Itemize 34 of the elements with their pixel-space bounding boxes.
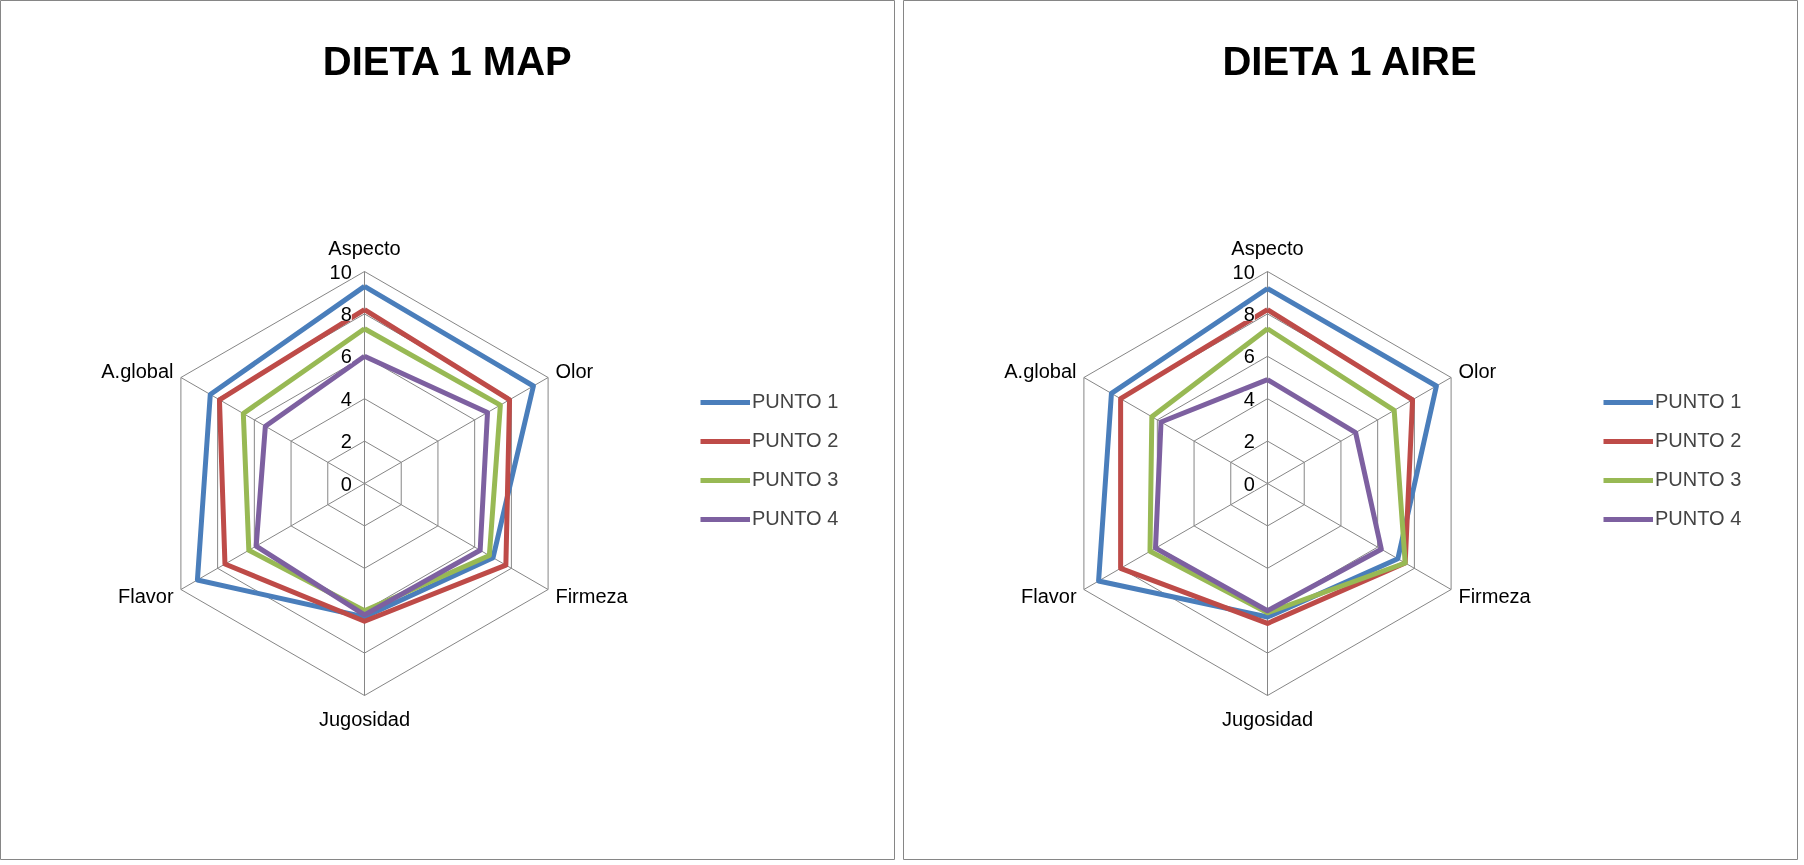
spoke-label: Aspecto — [1231, 236, 1304, 259]
y-tick-label: 0 — [340, 472, 352, 495]
y-tick-label: 4 — [1243, 387, 1255, 410]
y-tick-label: 6 — [1243, 345, 1255, 368]
legend-label: PUNTO 2 — [752, 429, 839, 452]
y-tick-label: 0 — [1243, 472, 1255, 495]
y-tick-label: 8 — [1243, 302, 1255, 325]
spoke-label: Olor — [1458, 360, 1497, 383]
legend-label: PUNTO 4 — [752, 507, 839, 530]
legend-label: PUNTO 1 — [752, 390, 839, 413]
y-tick-label: 6 — [340, 345, 352, 368]
spoke-label: Firmeza — [555, 584, 629, 607]
y-tick-label: 4 — [340, 387, 352, 410]
y-tick-label: 2 — [340, 430, 352, 453]
spoke-label: A.global — [101, 360, 174, 383]
legend-label: PUNTO 4 — [1655, 507, 1742, 530]
spoke-label: A.global — [1004, 360, 1077, 383]
legend-label: PUNTO 3 — [752, 468, 839, 491]
spoke-label: Olor — [555, 360, 594, 383]
y-tick-label: 10 — [1232, 260, 1255, 283]
chart-title: DIETA 1 AIRE — [1222, 38, 1477, 83]
spoke-label: Flavor — [117, 584, 174, 607]
legend-label: PUNTO 3 — [1655, 468, 1742, 491]
spoke-label: Jugosidad — [318, 708, 411, 731]
y-tick-label: 10 — [329, 260, 352, 283]
y-tick-label: 8 — [340, 302, 352, 325]
spoke-label: Jugosidad — [1221, 708, 1314, 731]
y-tick-label: 2 — [1243, 430, 1255, 453]
spoke-label: Firmeza — [1458, 584, 1532, 607]
spoke-label: Flavor — [1020, 584, 1077, 607]
legend-label: PUNTO 2 — [1655, 429, 1742, 452]
legend-label: PUNTO 1 — [1655, 390, 1742, 413]
spoke-label: Aspecto — [328, 236, 401, 259]
chart-title: DIETA 1 MAP — [322, 38, 572, 83]
